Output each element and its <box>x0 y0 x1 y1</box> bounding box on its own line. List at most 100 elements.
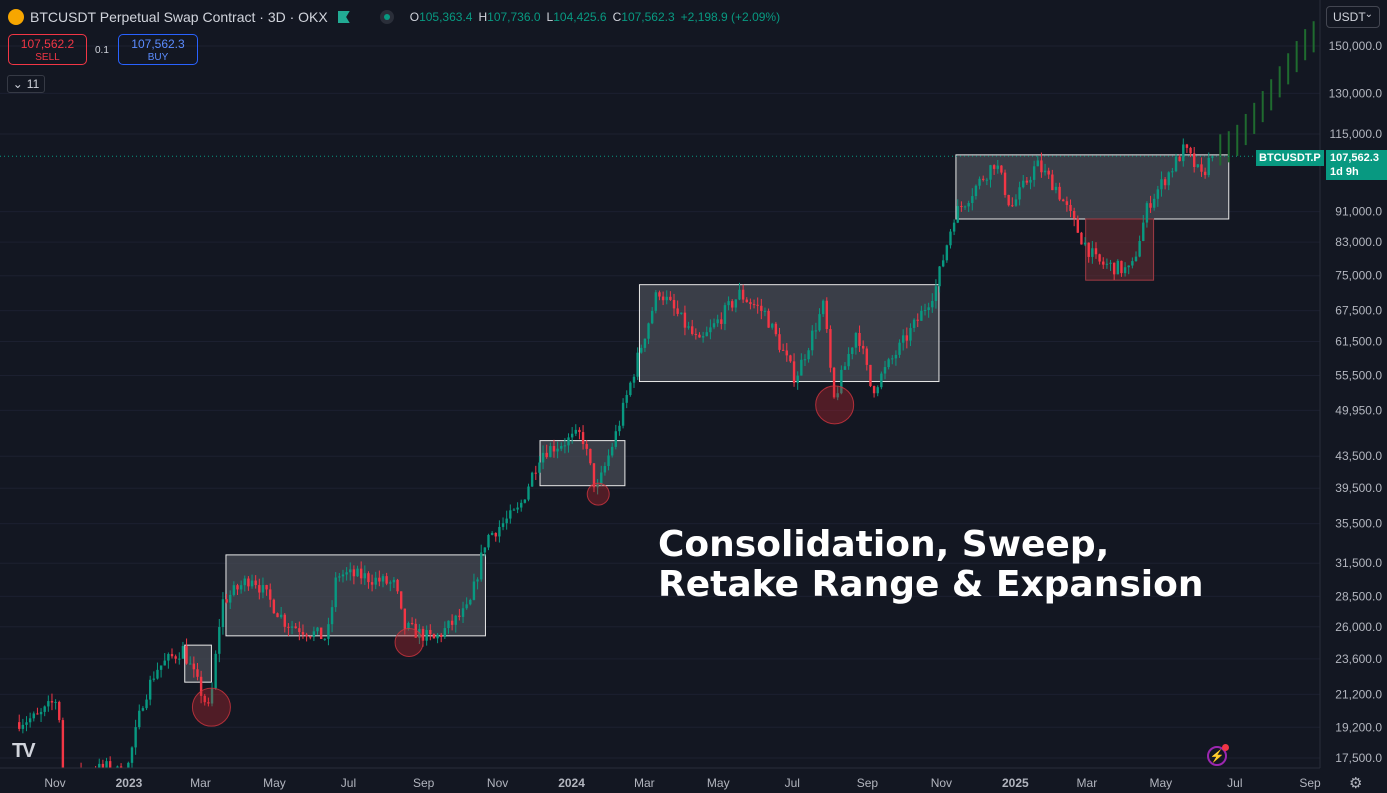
candle-body <box>476 579 479 582</box>
sell-button[interactable]: 107,562.2 SELL <box>8 34 87 65</box>
candle-body <box>454 615 457 625</box>
candle-body <box>50 701 54 703</box>
candle-body <box>578 429 581 433</box>
candle-body <box>389 582 392 584</box>
candle-body <box>214 653 217 689</box>
candle-body <box>876 387 879 394</box>
candle-body <box>800 359 803 376</box>
candle-body <box>440 634 443 637</box>
candle-body <box>1091 248 1094 257</box>
candle-body <box>1109 262 1112 264</box>
candle-body <box>894 354 898 359</box>
annotation-line-2: Retake Range & Expansion <box>658 564 1204 605</box>
candle-body <box>574 429 577 434</box>
candle-body <box>410 622 414 624</box>
candle-body <box>621 402 625 426</box>
candle-body <box>600 472 603 485</box>
candle-body <box>1094 248 1098 255</box>
candle-body <box>414 623 417 638</box>
candle-body <box>450 620 454 625</box>
candle-body <box>505 518 508 524</box>
time-tick-label: Jul <box>1227 776 1242 790</box>
annotation-text: Consolidation, Sweep, Retake Range & Exp… <box>658 525 1203 605</box>
lightning-icon[interactable]: ⚡ <box>1207 744 1229 766</box>
candle-body <box>509 510 512 519</box>
candle-body <box>1185 144 1189 148</box>
flag-icon[interactable] <box>337 11 350 23</box>
candle-body <box>691 326 694 334</box>
candle-body <box>159 665 163 670</box>
candle-body <box>1145 203 1149 223</box>
candle-body <box>592 463 596 488</box>
candle-body <box>1047 170 1050 175</box>
price-tick-label: 83,000.0 <box>1335 235 1382 249</box>
currency-select[interactable]: USDT ⌄ <box>1326 6 1380 28</box>
candle-body <box>447 620 450 629</box>
candle-body <box>501 523 505 527</box>
candle-body <box>774 323 778 335</box>
candle-body <box>243 578 246 586</box>
sweep-circle <box>815 385 855 425</box>
candle-body <box>603 466 607 473</box>
candle-body <box>480 552 483 580</box>
gear-icon[interactable]: ⚙ <box>1349 775 1363 792</box>
candle-body <box>1069 204 1072 211</box>
candle-body <box>425 629 428 641</box>
candle-body <box>108 761 112 773</box>
time-axis: Nov 2023 Mar May Jul Sep Nov 2024 Mar May Jul Sep No… <box>0 767 1321 793</box>
candle-body <box>807 350 810 360</box>
price-tick-label: 115,000.0 <box>1330 127 1383 141</box>
indicators-toggle[interactable]: ⌄ 11 <box>7 75 45 93</box>
candle-body <box>105 761 108 769</box>
candle-body <box>640 347 643 353</box>
candle-body <box>869 364 872 387</box>
candle-body <box>920 310 923 321</box>
candle-body <box>898 342 901 355</box>
candle-body <box>421 628 425 641</box>
candle-body <box>956 206 959 223</box>
price-tick-label: 17,500.0 <box>1335 751 1382 765</box>
candle-body <box>181 646 185 659</box>
candle-body <box>596 484 599 488</box>
candle-body <box>1102 261 1105 265</box>
last-price-tag: 107,562.3 1d 9h <box>1326 150 1387 180</box>
candle-body <box>301 632 305 635</box>
price-tick-label: 39,500.0 <box>1335 481 1382 495</box>
candle-body <box>385 576 388 584</box>
candle-body <box>872 386 876 394</box>
candle-body <box>749 302 752 305</box>
candle-body <box>952 222 956 232</box>
candle-body <box>309 636 312 638</box>
candle-body <box>192 663 196 670</box>
candle-body <box>727 301 730 306</box>
candle-body <box>25 722 28 725</box>
candle-body <box>971 196 974 204</box>
candle-body <box>1065 201 1069 205</box>
candle-body <box>189 663 192 665</box>
symbol-title[interactable]: BTCUSDT Perpetual Swap Contract · 3D · O… <box>30 9 328 25</box>
candle-body <box>923 310 927 312</box>
candle-body <box>1152 198 1156 208</box>
candle-body <box>1163 179 1167 186</box>
candle-body <box>1022 180 1025 188</box>
tradingview-logo-icon[interactable]: TV <box>12 740 36 762</box>
candles <box>18 138 1214 788</box>
buy-button[interactable]: 107,562.3 BUY <box>118 34 198 65</box>
candle-body <box>781 349 785 351</box>
candle-body <box>865 348 869 365</box>
market-status-icon[interactable] <box>379 10 394 24</box>
candle-body <box>967 203 970 207</box>
candle-body <box>520 502 523 508</box>
candle-body <box>665 296 668 301</box>
time-tick-label: May <box>263 776 286 790</box>
candle-body <box>1007 194 1010 206</box>
candle-body <box>1076 218 1079 233</box>
candle-body <box>963 206 967 208</box>
candle-body <box>527 486 530 500</box>
candle-body <box>250 580 254 587</box>
time-tick-label: Nov <box>931 776 952 790</box>
candle-body <box>327 624 330 639</box>
candle-body <box>1054 186 1058 191</box>
candle-body <box>483 547 487 553</box>
